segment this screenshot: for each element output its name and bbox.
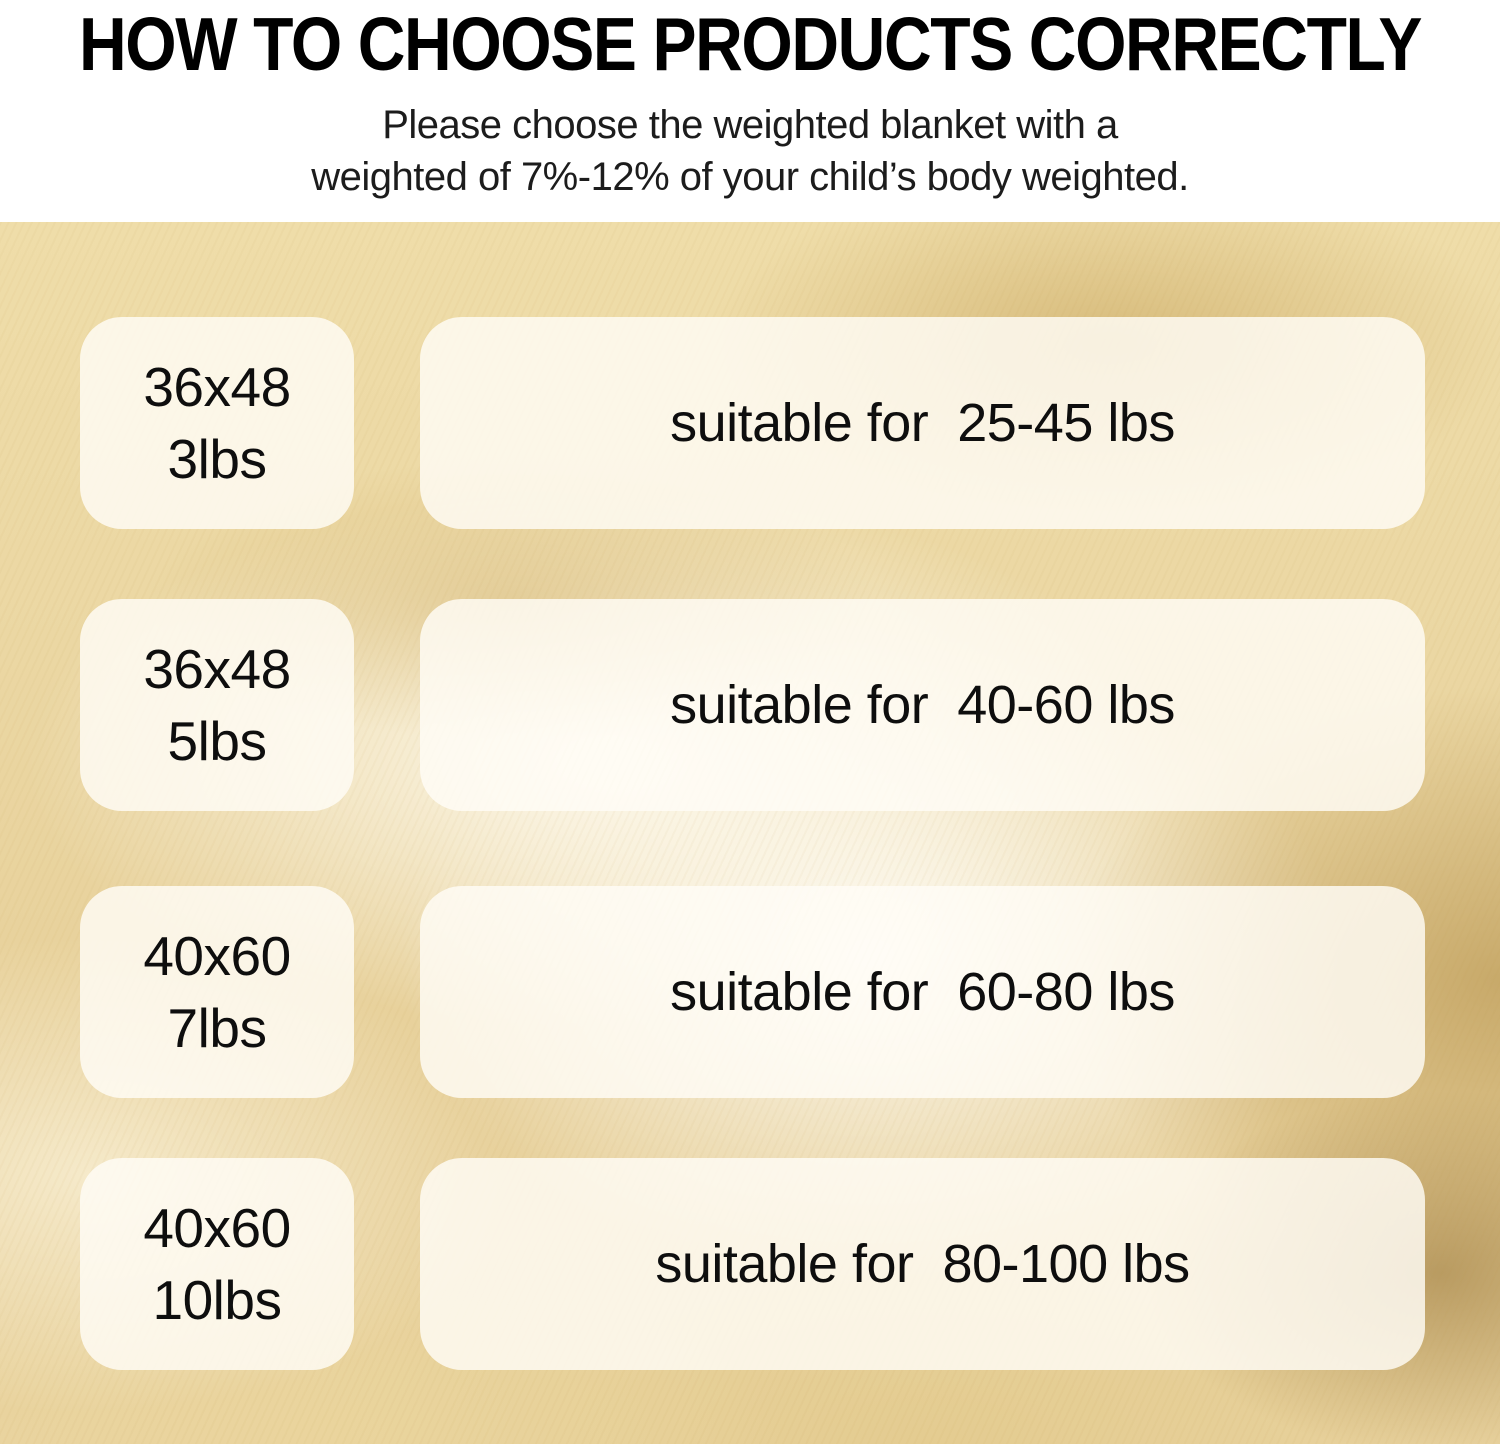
suitable-range-card: suitable for 40-60 lbs [420, 599, 1425, 811]
suitable-range-label: suitable for 60-80 lbs [670, 962, 1175, 1022]
size-label: 36x48 [143, 638, 291, 700]
suitable-range-card: suitable for 25-45 lbs [420, 317, 1425, 529]
weight-label: 5lbs [167, 710, 267, 772]
size-weight-card: 36x48 3lbs [80, 317, 354, 529]
table-row: 36x48 5lbs suitable for 40-60 lbs [0, 599, 1500, 811]
page-subtitle: Please choose the weighted blanket with … [0, 99, 1500, 203]
size-weight-card: 40x60 7lbs [80, 886, 354, 1098]
weight-label: 3lbs [167, 428, 267, 490]
suitable-range-card: suitable for 60-80 lbs [420, 886, 1425, 1098]
header: HOW TO CHOOSE PRODUCTS CORRECTLY Please … [0, 0, 1500, 222]
page-title: HOW TO CHOOSE PRODUCTS CORRECTLY [78, 3, 1422, 87]
table-row: 40x60 7lbs suitable for 60-80 lbs [0, 886, 1500, 1098]
suitable-range-label: suitable for 40-60 lbs [670, 675, 1175, 735]
table-row: 40x60 10lbs suitable for 80-100 lbs [0, 1158, 1500, 1370]
size-weight-card: 40x60 10lbs [80, 1158, 354, 1370]
blanket-photo-background: 36x48 3lbs suitable for 25-45 lbs 36x48 … [0, 222, 1500, 1444]
suitable-range-label: suitable for 25-45 lbs [670, 393, 1175, 453]
size-label: 36x48 [143, 356, 291, 418]
size-label: 40x60 [143, 1197, 291, 1259]
size-weight-card: 36x48 5lbs [80, 599, 354, 811]
suitable-range-label: suitable for 80-100 lbs [655, 1234, 1190, 1294]
table-row: 36x48 3lbs suitable for 25-45 lbs [0, 317, 1500, 529]
weight-label: 7lbs [167, 997, 267, 1059]
weight-label: 10lbs [152, 1269, 282, 1331]
size-label: 40x60 [143, 925, 291, 987]
subtitle-line-1: Please choose the weighted blanket with … [382, 103, 1118, 147]
subtitle-line-2: weighted of 7%-12% of your child’s body … [311, 155, 1189, 199]
suitable-range-card: suitable for 80-100 lbs [420, 1158, 1425, 1370]
